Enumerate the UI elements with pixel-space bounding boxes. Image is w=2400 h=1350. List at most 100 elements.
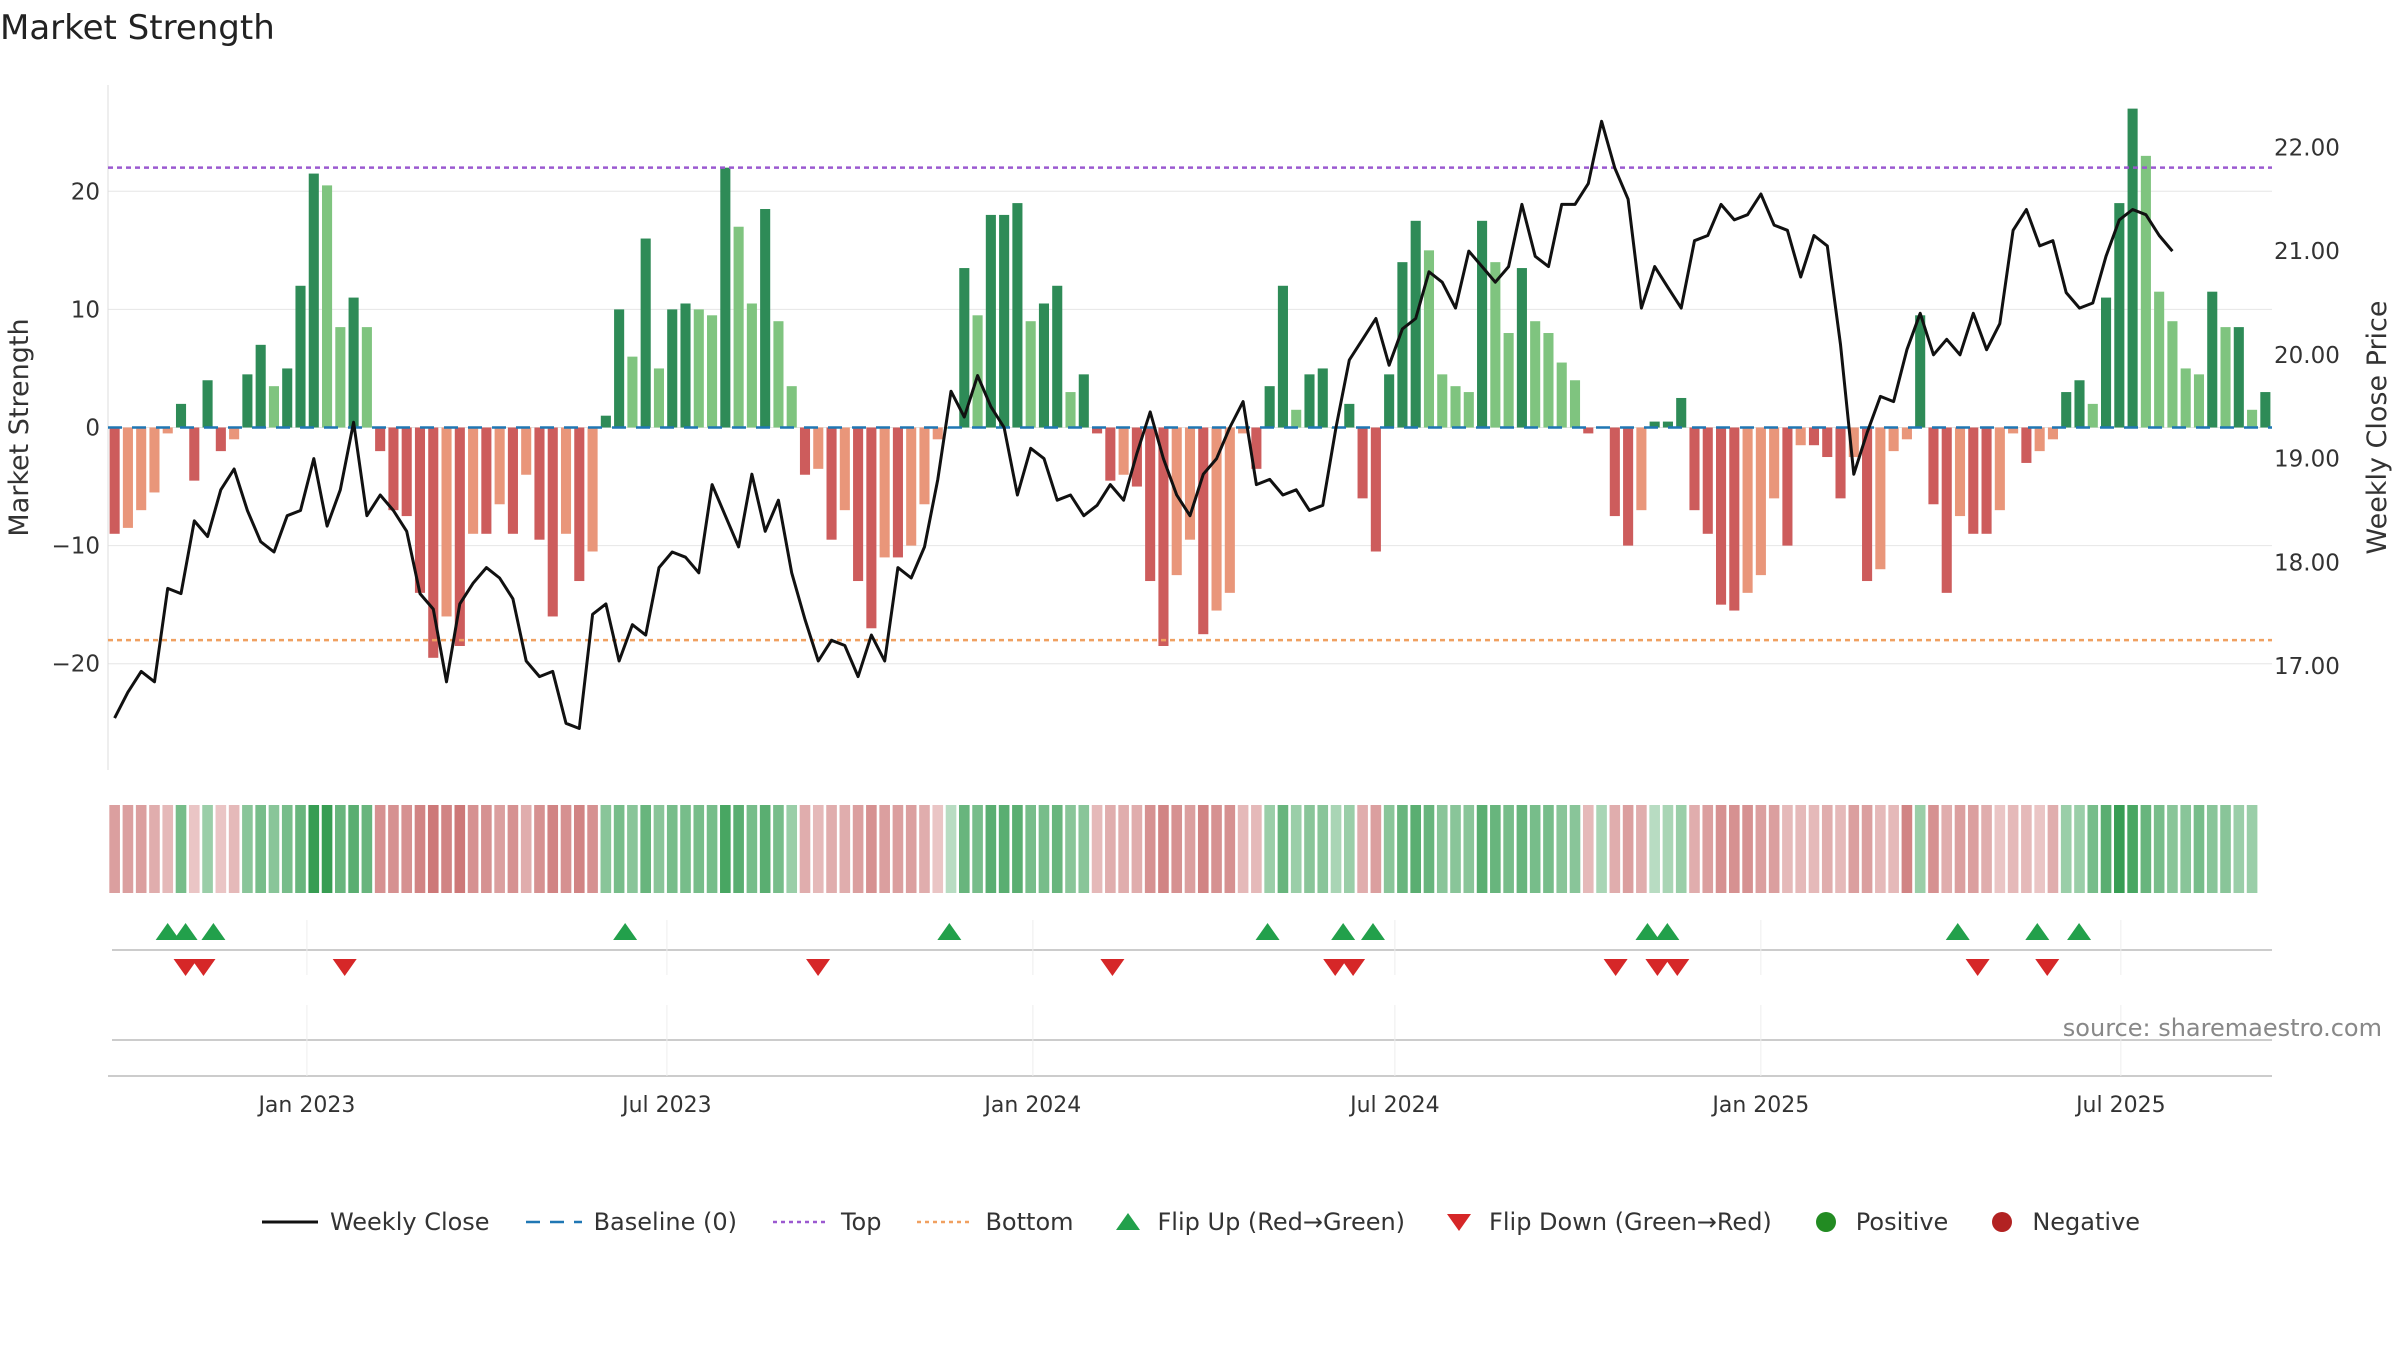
strength-bar <box>1423 250 1435 428</box>
y2-tick-label: 22.00 <box>2274 135 2340 161</box>
strength-bar <box>149 427 160 493</box>
heat-cell <box>1795 805 1807 893</box>
strength-bar <box>1304 374 1315 428</box>
strength-bar <box>1795 427 1806 446</box>
legend-label: Positive <box>1855 1208 1949 1236</box>
strength-bar <box>999 214 1010 428</box>
strength-bar <box>441 427 452 617</box>
strength-bar <box>560 427 572 534</box>
heat-cell <box>534 805 545 893</box>
heat-cell <box>573 805 585 893</box>
strength-bar <box>1410 220 1421 428</box>
strength-bar <box>853 427 864 582</box>
strength-bar <box>959 268 970 428</box>
heat-cell <box>1264 805 1275 893</box>
strength-bar <box>428 427 439 658</box>
flip-up-marker <box>1635 923 1660 940</box>
strength-bar <box>1264 386 1275 428</box>
heat-cell <box>1981 805 1992 893</box>
heat-cell <box>2153 805 2165 893</box>
strength-bar <box>547 427 558 617</box>
strength-bar <box>481 427 492 534</box>
strength-bar <box>1317 368 1328 428</box>
heat-cell <box>1251 805 1262 893</box>
market-strength-chart: −20 −10 0 10 20 17.00 18.00 19.00 20.00 21.00 22.0… <box>4 85 2393 1118</box>
heat-cell <box>892 805 904 893</box>
heat-cell <box>1277 805 1289 893</box>
heat-cell <box>1768 805 1780 893</box>
strength-bar <box>2021 427 2032 463</box>
legend-label: Bottom <box>985 1208 1074 1236</box>
heat-cell <box>746 805 758 893</box>
legend: Weekly Close Baseline (0) Top Bottom Fli… <box>0 1208 2400 1236</box>
strength-bar <box>693 309 704 428</box>
heat-cell <box>2060 805 2072 893</box>
strength-bar <box>2061 392 2072 428</box>
heat-cell <box>879 805 890 893</box>
strength-bar <box>1862 427 1873 582</box>
strength-bar <box>813 427 824 469</box>
heat-cell <box>1410 805 1422 893</box>
heat-cell <box>1609 805 1621 893</box>
heat-cell <box>1742 805 1753 893</box>
strength-bar <box>892 427 903 558</box>
strength-bar <box>2101 297 2112 428</box>
heat-cell <box>1211 805 1222 893</box>
strength-bar <box>1357 427 1368 499</box>
heat-cell <box>2127 805 2138 893</box>
strength-bar <box>229 427 240 440</box>
strength-bar <box>839 427 850 511</box>
heat-cell <box>1596 805 1607 893</box>
strength-bar <box>1344 403 1355 428</box>
heat-cell <box>295 805 306 893</box>
strength-bar <box>1954 427 1966 517</box>
heat-cell <box>1290 805 1302 893</box>
y2-tick-label: 18.00 <box>2274 550 2340 576</box>
strength-bar <box>1755 427 1766 576</box>
strength-bar <box>799 427 811 475</box>
flip-up-marker <box>2067 923 2092 940</box>
heat-cell <box>1675 805 1687 893</box>
strength-bar <box>2180 368 2191 428</box>
strength-bar <box>1171 427 1182 576</box>
heat-cell <box>1875 805 1886 893</box>
heat-cell <box>1782 805 1793 893</box>
heat-cell <box>162 805 174 893</box>
heat-cell <box>215 805 227 893</box>
flip-down-marker <box>173 959 198 976</box>
strength-bar <box>2074 380 2085 428</box>
heat-cell <box>1662 805 1674 893</box>
strength-bar <box>600 415 611 428</box>
heat-cell <box>361 805 373 893</box>
heat-cell <box>799 805 811 893</box>
flip-down-marker <box>1603 959 1628 976</box>
strength-bar <box>282 368 293 428</box>
heat-cell <box>2034 805 2045 893</box>
strength-bar <box>494 427 505 505</box>
heat-cell <box>972 805 983 893</box>
strength-bar <box>242 374 253 428</box>
strength-bar <box>1729 427 1740 611</box>
strength-bar <box>1516 268 1527 428</box>
strength-bar <box>1994 427 2005 511</box>
strength-bar <box>2034 427 2045 452</box>
heat-cell <box>2047 805 2059 893</box>
heat-cell <box>520 805 532 893</box>
x-tick-label: Jul 2025 <box>2074 1093 2166 1118</box>
strength-bar <box>1689 427 1700 511</box>
strength-bar <box>1490 262 1501 428</box>
heat-cell <box>1689 805 1700 893</box>
heat-cell <box>932 805 944 893</box>
heat-cell <box>175 805 187 893</box>
heat-cell <box>666 805 678 893</box>
strength-bar <box>1503 333 1514 428</box>
heat-cell <box>1556 805 1568 893</box>
heat-cell <box>1344 805 1355 893</box>
heat-cell <box>228 805 240 893</box>
heat-cell <box>122 805 134 893</box>
strength-bar <box>866 427 877 629</box>
strength-bar <box>1569 380 1581 428</box>
heat-cell <box>2100 805 2112 893</box>
flip-down-marker <box>1100 959 1125 976</box>
flip-down-triangle-icon <box>1447 1214 1472 1231</box>
